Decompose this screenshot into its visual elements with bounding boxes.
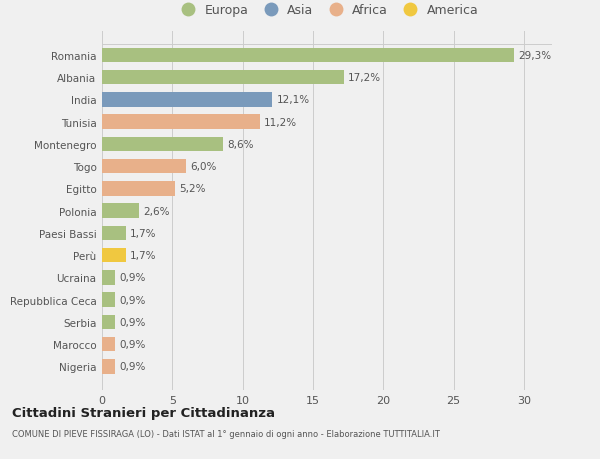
Text: 0,9%: 0,9% bbox=[119, 362, 145, 372]
Text: COMUNE DI PIEVE FISSIRAGA (LO) - Dati ISTAT al 1° gennaio di ogni anno - Elabora: COMUNE DI PIEVE FISSIRAGA (LO) - Dati IS… bbox=[12, 429, 440, 438]
Text: Cittadini Stranieri per Cittadinanza: Cittadini Stranieri per Cittadinanza bbox=[12, 406, 275, 419]
Bar bbox=[102, 115, 260, 129]
Text: 5,2%: 5,2% bbox=[179, 184, 206, 194]
Bar bbox=[102, 337, 115, 352]
Text: 1,7%: 1,7% bbox=[130, 251, 157, 261]
Bar bbox=[102, 226, 126, 241]
Bar bbox=[102, 359, 115, 374]
Text: 17,2%: 17,2% bbox=[348, 73, 381, 83]
Bar bbox=[102, 293, 115, 307]
Text: 2,6%: 2,6% bbox=[143, 206, 169, 216]
Text: 1,7%: 1,7% bbox=[130, 229, 157, 238]
Bar bbox=[102, 93, 272, 107]
Text: 29,3%: 29,3% bbox=[518, 50, 551, 61]
Bar bbox=[102, 270, 115, 285]
Bar bbox=[102, 137, 223, 152]
Legend: Europa, Asia, Africa, America: Europa, Asia, Africa, America bbox=[170, 0, 484, 22]
Text: 12,1%: 12,1% bbox=[277, 95, 310, 105]
Text: 6,0%: 6,0% bbox=[191, 162, 217, 172]
Bar bbox=[102, 159, 187, 174]
Bar bbox=[102, 48, 514, 63]
Bar bbox=[102, 182, 175, 196]
Text: 0,9%: 0,9% bbox=[119, 317, 145, 327]
Text: 8,6%: 8,6% bbox=[227, 140, 254, 150]
Bar bbox=[102, 204, 139, 218]
Bar bbox=[102, 315, 115, 330]
Bar bbox=[102, 248, 126, 263]
Text: 11,2%: 11,2% bbox=[264, 118, 297, 127]
Text: 0,9%: 0,9% bbox=[119, 273, 145, 283]
Text: 0,9%: 0,9% bbox=[119, 295, 145, 305]
Bar bbox=[102, 71, 344, 85]
Text: 0,9%: 0,9% bbox=[119, 340, 145, 349]
